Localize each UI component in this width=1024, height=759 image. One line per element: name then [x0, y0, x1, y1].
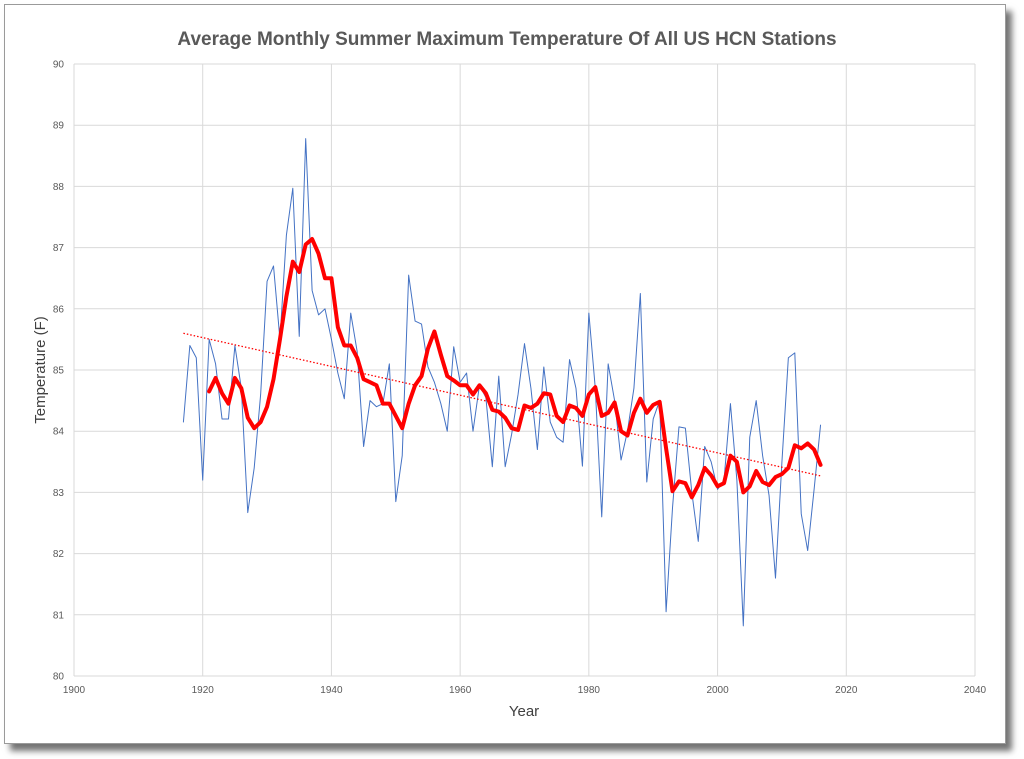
- x-tick-label-1900: 1900: [63, 685, 86, 696]
- chart-title: Average Monthly Summer Maximum Temperatu…: [177, 29, 836, 50]
- x-tick-label-2040: 2040: [964, 685, 987, 696]
- x-tick-label-1980: 1980: [578, 685, 601, 696]
- chart-frame: [4, 4, 1006, 744]
- y-tick-label-80: 80: [53, 672, 65, 683]
- y-tick-labels: 80 81 82 83 84 85 86 87 88 89 90: [53, 60, 65, 683]
- y-tick-label-86: 86: [53, 304, 65, 315]
- y-tick-label-89: 89: [53, 121, 65, 132]
- y-axis-label: Temperature (F): [32, 316, 49, 424]
- x-tick-label-1960: 1960: [449, 685, 472, 696]
- y-tick-label-84: 84: [53, 427, 65, 438]
- annual-series-line: [182, 138, 822, 627]
- y-tick-label-88: 88: [53, 182, 65, 193]
- y-tick-label-81: 81: [53, 610, 65, 621]
- y-tick-label-82: 82: [53, 549, 65, 560]
- y-tick-label-90: 90: [53, 60, 65, 71]
- y-tick-label-87: 87: [53, 243, 65, 254]
- y-tick-label-83: 83: [53, 488, 65, 499]
- trend-line: [183, 332, 821, 477]
- x-axis-label: Year: [509, 703, 539, 720]
- x-tick-label-2000: 2000: [706, 685, 729, 696]
- x-tick-label-2020: 2020: [835, 685, 858, 696]
- data-series: [182, 138, 823, 627]
- x-tick-label-1940: 1940: [320, 685, 343, 696]
- moving-average-line: [207, 237, 823, 500]
- y-tick-label-85: 85: [53, 366, 65, 377]
- plot-grid: [73, 63, 976, 677]
- x-tick-labels: 1900 1920 1940 1960 1980 2000 2020 2040: [63, 685, 987, 696]
- x-tick-label-1920: 1920: [192, 685, 215, 696]
